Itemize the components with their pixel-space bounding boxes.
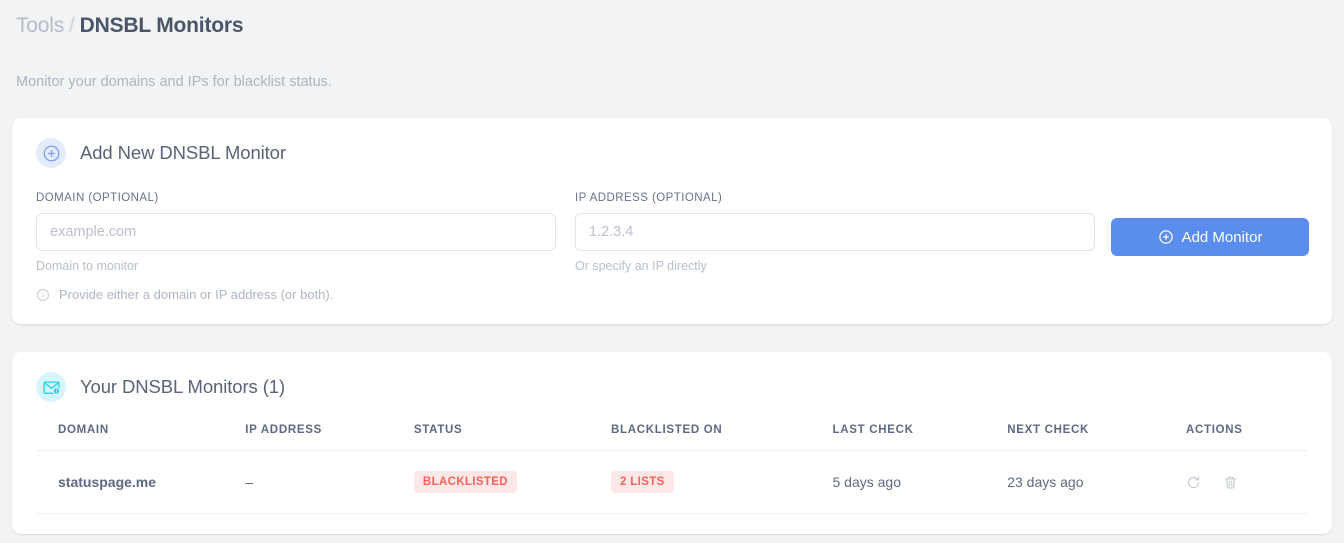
table-row: statuspage.me – BLACKLISTED 2 LISTS 5 da… [36,450,1308,514]
plus-circle-icon-small [1158,229,1174,245]
cell-actions [1186,450,1308,514]
add-monitor-button[interactable]: Add Monitor [1111,218,1309,256]
ip-field-hint: Or specify an IP directly [575,259,707,273]
column-header-status: STATUS [413,424,612,451]
add-monitor-button-label: Add Monitor [1181,228,1263,246]
cell-next-check: 23 days ago [1007,450,1187,514]
monitors-table: DOMAIN IP ADDRESS STATUS BLACKLISTED ON … [36,424,1308,514]
page-title: DNSBL Monitors [79,14,244,37]
domain-input[interactable] [36,213,556,251]
column-header-ip-address: IP ADDRESS [245,424,414,451]
add-monitor-card: Add New DNSBL Monitor DOMAIN (OPTIONAL) … [12,118,1332,324]
column-header-next-check: NEXT CHECK [1007,424,1187,451]
info-icon [36,288,50,302]
add-monitor-card-header: Add New DNSBL Monitor [36,138,1308,168]
form-note-text: Provide either a domain or IP address (o… [59,287,334,302]
domain-field-label: DOMAIN (OPTIONAL) [36,192,159,204]
breadcrumb: Tools / DNSBL Monitors [16,12,1328,40]
form-note: Provide either a domain or IP address (o… [36,287,1308,302]
ip-input[interactable] [575,213,1095,251]
mail-alert-icon [36,372,66,402]
monitors-list-title: Your DNSBL Monitors (1) [80,376,286,397]
column-header-last-check: LAST CHECK [832,424,1008,451]
page-header: Tools / DNSBL Monitors Monitor your domain… [0,0,1344,92]
cell-status: BLACKLISTED [413,450,612,514]
row-actions [1186,475,1308,490]
trash-icon[interactable] [1223,475,1238,490]
domain-field-group: DOMAIN (OPTIONAL) Domain to monitor [36,192,556,273]
blacklisted-on-badge[interactable]: 2 LISTS [611,471,674,493]
table-header-row: DOMAIN IP ADDRESS STATUS BLACKLISTED ON … [36,424,1308,451]
add-monitor-form: DOMAIN (OPTIONAL) Domain to monitor IP A… [36,192,1309,273]
cell-ip-address: – [245,450,414,514]
column-header-blacklisted-on: BLACKLISTED ON [611,424,833,451]
page-subtitle: Monitor your domains and IPs for blackli… [16,74,332,90]
status-badge: BLACKLISTED [413,471,517,493]
breadcrumb-parent[interactable]: Tools [16,14,65,37]
refresh-icon[interactable] [1186,475,1201,490]
plus-circle-icon [36,138,66,168]
add-monitor-button-wrap: Add Monitor [1111,192,1309,256]
ip-field-group: IP ADDRESS (OPTIONAL) Or specify an IP d… [575,192,1095,273]
monitors-list-card: Your DNSBL Monitors (1) DOMAIN IP ADDRES… [12,352,1332,534]
cell-domain: statuspage.me [36,450,246,514]
cell-blacklisted-on: 2 LISTS [611,450,833,514]
ip-field-label: IP ADDRESS (OPTIONAL) [575,192,723,204]
breadcrumb-separator: / [69,14,75,37]
domain-field-hint: Domain to monitor [36,259,139,273]
add-monitor-title: Add New DNSBL Monitor [80,142,286,163]
cell-last-check: 5 days ago [832,450,1008,514]
column-header-domain: DOMAIN [36,424,246,451]
column-header-actions: ACTIONS [1186,424,1308,451]
monitors-list-header: Your DNSBL Monitors (1) [36,372,1308,402]
